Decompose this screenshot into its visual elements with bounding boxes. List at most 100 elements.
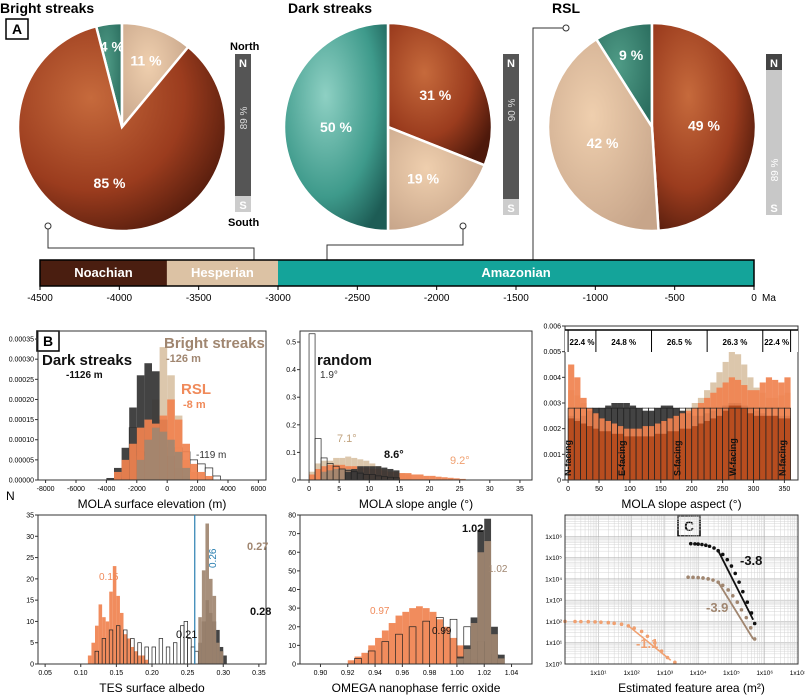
point-feature_area-dark-2 — [696, 542, 700, 546]
point-feature_area-bright-11 — [739, 608, 744, 612]
annotation-slope-4: 9.2° — [450, 455, 470, 467]
annotation-elevation-2: Bright streaks — [164, 335, 265, 352]
ytick-label-omega-3: 30 — [288, 606, 296, 613]
xtick-label-elevation-1: -6000 — [67, 486, 85, 493]
point-feature_area-dark-9 — [725, 557, 730, 562]
bar-aspect-overlap-34 — [778, 418, 785, 480]
point-feature_area-bright-14 — [752, 637, 757, 641]
bar-albedo-bright-5 — [216, 642, 220, 664]
ns-bar-rsl-north — [766, 54, 782, 70]
bar-aspect-overlap-26 — [728, 405, 735, 480]
albedo-ylabel: N — [6, 489, 15, 503]
chart-slope: 0 5 10 15 20 25 30 35 0 0.1 0.2 0.3 0.4 0.5 MOLA slope… — [286, 330, 533, 511]
bar-aspect-overlap-5 — [598, 431, 606, 480]
ytick-label-elevation-3: 0.00015 — [9, 417, 34, 424]
bar-elevation-rsl-12 — [205, 475, 213, 480]
xtick-label-albedo-0: 0.05 — [38, 670, 52, 677]
bar-aspect-overlap-31 — [759, 415, 766, 480]
ns-bar-bright-south — [235, 196, 251, 212]
bar-slope-overlap-3 — [339, 468, 346, 480]
bar-albedo-dark-7 — [223, 655, 227, 664]
xtick-label-aspect-7: 350 — [779, 486, 791, 493]
annotation-elevation-0: Dark streaks — [42, 352, 132, 369]
xtick-label-elevation-7: 6000 — [251, 486, 267, 493]
bar-omega-rsl-4 — [375, 637, 382, 664]
bar-elevation-rsl-2 — [129, 443, 137, 480]
point-feature_area-bright-2 — [696, 575, 700, 580]
bar-slope-overlap-0 — [321, 471, 328, 480]
bar-elevation-bright-3 — [159, 347, 168, 480]
bar-albedo-rsl-0 — [87, 655, 92, 664]
bar-aspect-overlap-23 — [710, 418, 717, 480]
connector-bright-dot — [44, 222, 52, 230]
aspect-sector-label-0: 22.4 % — [570, 338, 595, 347]
south-label: South — [228, 217, 259, 229]
bar-elevation-rsl-10 — [190, 463, 198, 480]
xtick-label-omega-7: 1.04 — [505, 670, 519, 677]
bar-aspect-overlap-12 — [642, 436, 649, 480]
bar-aspect-overlap-11 — [636, 436, 643, 480]
xtick-label-albedo-2: 0.15 — [110, 670, 124, 677]
xtick-label-elevation-5: 2000 — [190, 486, 206, 493]
bar-slope-rsl-20 — [429, 475, 436, 480]
bar-slope-dark-5 — [375, 466, 382, 480]
xtick-label-omega-3: 0.96 — [396, 670, 410, 677]
ytick-label-omega-5: 50 — [288, 568, 296, 575]
point-feature_area-rsl-6 — [606, 620, 611, 625]
aspect-sector-label-1: 24.8 % — [611, 338, 636, 347]
ytick-label-elevation-4: 0.00020 — [9, 397, 34, 404]
connector-dark — [326, 226, 464, 260]
pie-title-dark: Dark streaks — [288, 0, 372, 16]
timeline-tick-label-5: -2000 — [424, 293, 450, 304]
point-feature_area-dark-4 — [704, 543, 708, 548]
point-feature_area-dark-12 — [737, 580, 741, 584]
xtick-label-feature_area-3: 1x10⁴ — [690, 670, 707, 677]
xtick-label-feature_area-1: 1x10² — [623, 670, 640, 677]
annotation-albedo-3: 0.27 — [247, 541, 268, 553]
xtick-label-elevation-2: -4000 — [97, 486, 115, 493]
ytick-label-omega-4: 40 — [288, 587, 296, 594]
bar-elevation-rsl-3 — [136, 427, 145, 480]
annotation-elevation-6: -119 m — [196, 450, 226, 461]
ytick-label-slope-2: 0.2 — [286, 422, 296, 429]
ytick-label-slope-4: 0.4 — [286, 367, 296, 374]
bar-albedo-bright-1 — [201, 570, 206, 664]
bar-omega-rsl-13 — [436, 619, 444, 664]
pie-slice-bright-2 — [16, 24, 228, 233]
era-1 — [166, 260, 278, 286]
bar-elevation-random-12 — [212, 475, 221, 481]
bar-slope-rsl-24 — [453, 478, 460, 480]
bar-slope-rsl-1 — [315, 468, 322, 480]
bar-slope-rsl-16 — [405, 473, 412, 480]
bar-aspect-overlap-16 — [666, 431, 674, 480]
ytick-label-feature_area-0: 1x10⁰ — [545, 661, 562, 669]
ytick-label-elevation-0: 0.00000 — [9, 478, 34, 485]
ytick-label-elevation-7: 0.00035 — [9, 337, 34, 344]
ytick-label-elevation-2: 0.00010 — [9, 437, 34, 444]
pie-dark-streaks: 31 % 19 % 50 % — [282, 21, 494, 233]
point-feature_area-rsl-1 — [573, 619, 577, 624]
facing-label-3: W-facing — [728, 438, 738, 476]
point-feature_area-dark-13 — [741, 589, 745, 594]
bar-albedo-bright-6 — [219, 651, 224, 664]
point-feature_area-bright-10 — [735, 600, 740, 605]
point-feature_area-dark-1 — [693, 542, 697, 546]
bar-slope-rsl-25 — [459, 478, 466, 480]
point-feature_area-dark-11 — [733, 571, 738, 576]
era-label-0: Noachian — [74, 265, 133, 280]
charts: B C -8000 -6000 -4000 -2000 0 2000 4000 60000.0… — [6, 324, 805, 696]
ytick-label-albedo-7: 35 — [26, 513, 34, 520]
point-feature_area-dark-8 — [720, 552, 725, 557]
bar-aspect-overlap-15 — [660, 433, 667, 480]
bar-omega-bright-6 — [497, 658, 505, 664]
plot-frame-albedo — [37, 514, 267, 665]
pie-label-bright-0: 4 % — [100, 39, 125, 55]
fit-line-dark — [717, 550, 754, 621]
point-feature_area-dark-5 — [707, 544, 712, 549]
bar-albedo-random-9 — [158, 638, 164, 665]
ytick-label-aspect-6: 0.006 — [543, 324, 561, 331]
bar-elevation-rsl-9 — [182, 443, 190, 480]
ytick-label-feature_area-2: 1x10² — [546, 619, 563, 626]
timeline-unit: Ma — [762, 293, 776, 304]
xtick-label-feature_area-4: 1x10⁵ — [723, 670, 740, 677]
